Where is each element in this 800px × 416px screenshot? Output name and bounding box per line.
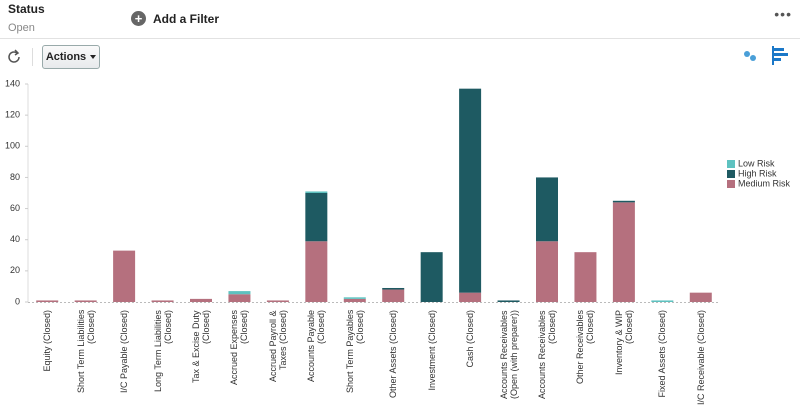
legend-swatch xyxy=(727,160,735,168)
bar-segment xyxy=(151,300,174,302)
y-tick-label: 20 xyxy=(10,265,20,275)
bar-segment xyxy=(651,300,674,302)
x-tick-label: Accounts Receivables (Open (with prepare… xyxy=(498,310,519,400)
x-tick-label: Tax & Excise Duty (Closed) xyxy=(191,310,211,383)
settings-icon[interactable] xyxy=(742,48,758,64)
bar-segment xyxy=(382,289,405,302)
x-tick-label: Other Receivables (Closed) xyxy=(575,310,596,385)
x-tick-label: Fixed Assets (Closed) xyxy=(657,310,668,398)
actions-button[interactable]: Actions xyxy=(42,45,100,69)
x-tick-label: Investment (Closed) xyxy=(426,310,437,391)
bar-segment xyxy=(74,300,97,302)
plus-icon: + xyxy=(131,11,146,26)
y-tick-label: 60 xyxy=(10,203,20,213)
y-tick-label: 0 xyxy=(15,296,20,306)
dropdown-caret xyxy=(90,55,97,59)
legend-label: High Risk xyxy=(738,168,777,178)
bar-segment xyxy=(420,252,443,302)
bar-segment xyxy=(612,200,635,203)
bar-segment xyxy=(536,177,558,242)
bar-segment xyxy=(228,294,251,302)
y-tick-label: 140 xyxy=(5,78,20,88)
bar-segment xyxy=(305,193,328,242)
x-tick-label: Accrued Payroll & Taxes (Closed) xyxy=(267,310,288,382)
bar-segment xyxy=(228,291,251,295)
bar-segment xyxy=(612,202,635,302)
bar-segment xyxy=(574,252,597,302)
more-menu[interactable]: ••• xyxy=(774,6,792,22)
add-filter-label: Add a Filter xyxy=(153,11,220,26)
bar-segment xyxy=(343,297,366,299)
x-tick-label: Equity (Closed) xyxy=(42,310,53,372)
bar-segment xyxy=(497,300,520,302)
legend-swatch xyxy=(727,170,735,178)
bar-segment xyxy=(305,191,328,193)
y-tick-label: 120 xyxy=(5,110,20,120)
x-tick-label: I/C Payable (Closed) xyxy=(119,310,130,394)
x-tick-label: Accounts Payable (Closed) xyxy=(306,310,327,383)
actions-label: Actions xyxy=(45,51,87,63)
refresh-icon[interactable] xyxy=(6,48,24,66)
x-tick-label: Other Assets (Closed) xyxy=(388,310,399,399)
x-tick-label: I/C Receivable (Closed) xyxy=(695,310,706,406)
legend-label: Low Risk xyxy=(738,158,775,168)
bar-segment xyxy=(459,292,482,302)
legend-swatch xyxy=(727,180,735,188)
legend-label: Medium Risk xyxy=(738,178,791,188)
x-tick-label: Accounts Receivables (Closed) xyxy=(537,310,557,399)
y-tick-label: 80 xyxy=(10,172,20,182)
bar-segment xyxy=(382,287,405,290)
y-tick-label: 100 xyxy=(5,141,20,151)
bar-segment xyxy=(266,300,289,302)
filter-value[interactable]: Open xyxy=(8,22,35,34)
add-filter-button[interactable]: + Add a Filter xyxy=(131,11,219,26)
bar-segment xyxy=(190,298,212,302)
bar-segment xyxy=(113,250,136,302)
bar-segment xyxy=(343,298,366,302)
x-tick-label: Inventory & WIP (Closed) xyxy=(613,310,634,376)
y-tick-label: 40 xyxy=(10,234,20,244)
filter-title: Status xyxy=(8,2,45,16)
x-tick-label: Short Term Liabilities (Closed) xyxy=(75,310,96,394)
chart-view-icon[interactable] xyxy=(771,46,789,66)
x-tick-label: Long Term Liabilities (Closed) xyxy=(152,310,173,392)
bar-segment xyxy=(36,300,59,302)
bar-segment xyxy=(689,292,712,302)
separator xyxy=(32,48,33,66)
x-tick-label: Accrued Expenses (Closed) xyxy=(229,310,250,386)
x-tick-label: Cash (Closed) xyxy=(465,310,476,368)
bar-segment xyxy=(459,88,482,293)
divider xyxy=(0,38,800,39)
bar-segment xyxy=(536,241,558,302)
x-tick-label: Short Term Payables (Closed) xyxy=(344,310,365,394)
bar-segment xyxy=(305,241,328,302)
